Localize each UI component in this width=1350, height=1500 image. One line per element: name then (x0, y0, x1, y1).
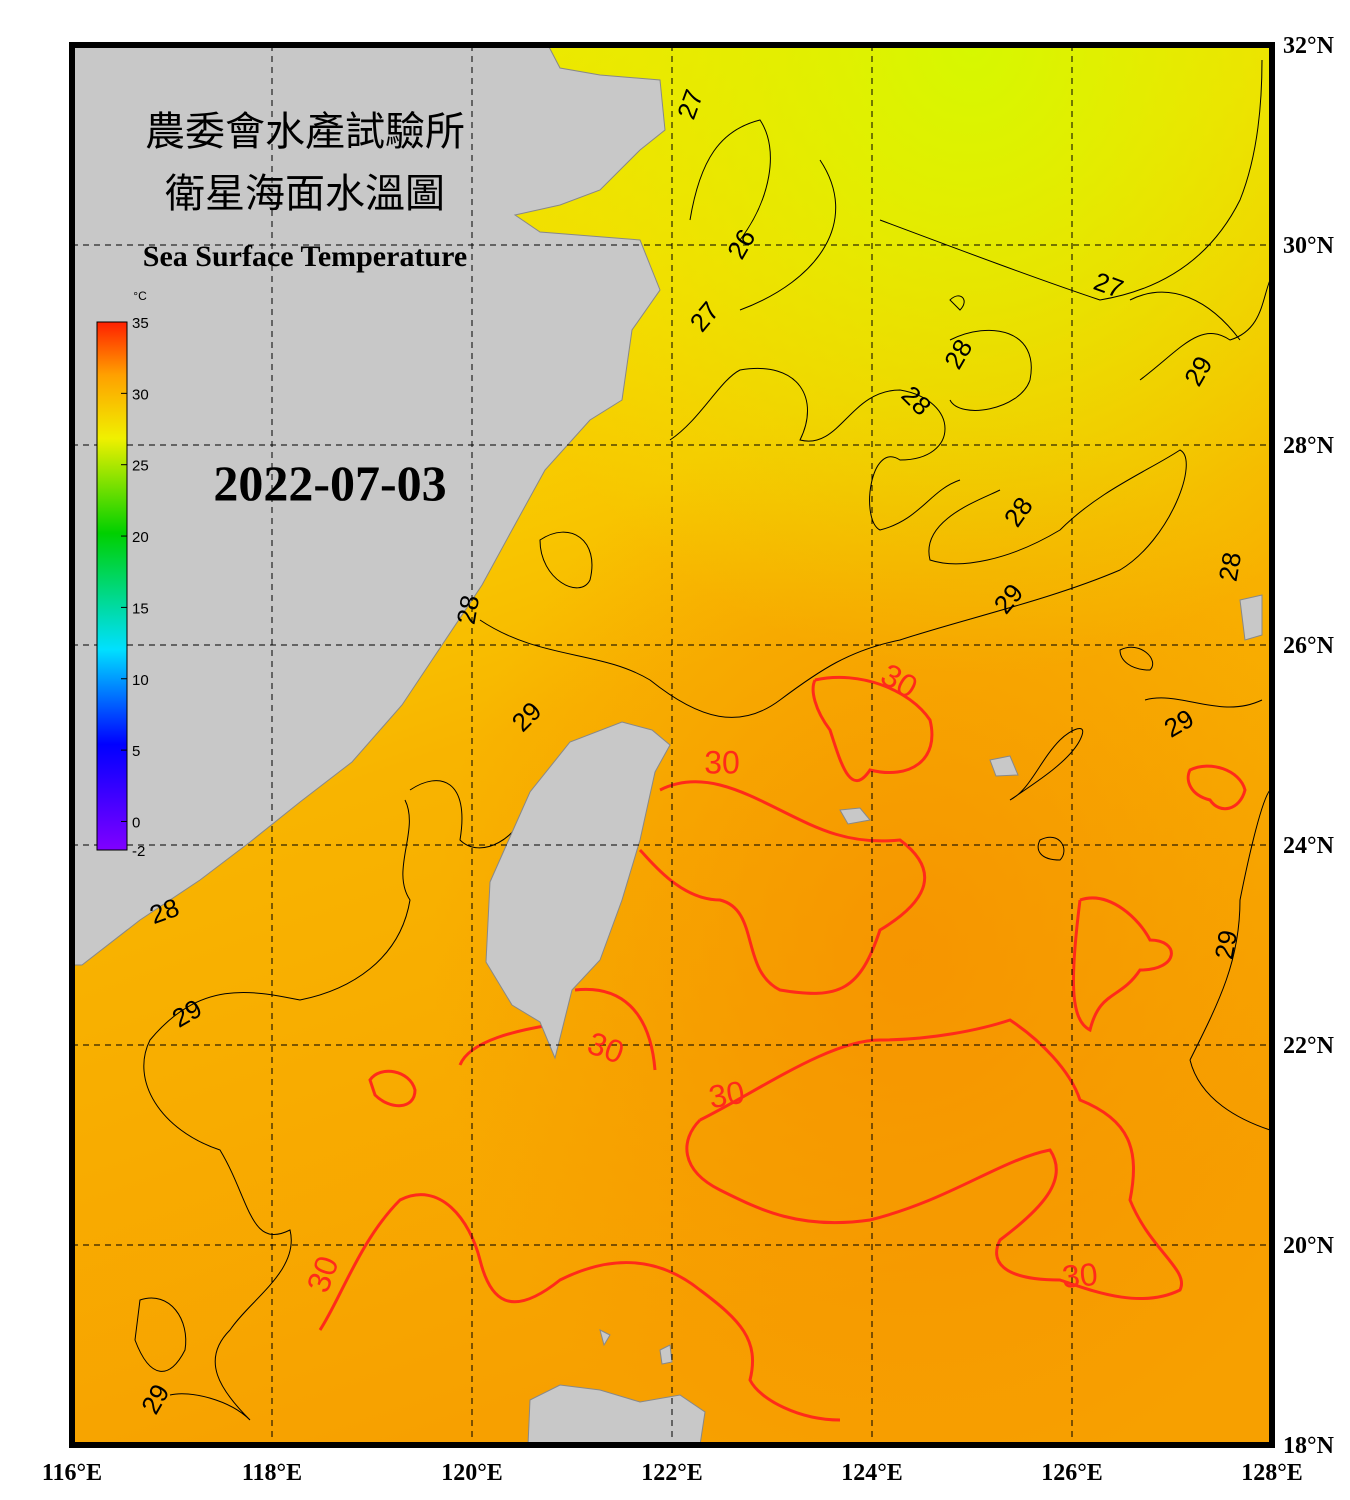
contour-label: 28 (1213, 550, 1248, 584)
contour (739, 59, 1263, 311)
land (72, 45, 1263, 1445)
contour-label: 30 (1060, 1256, 1099, 1295)
contour (134, 1297, 187, 1372)
colorbar-tick-label: 10 (132, 672, 149, 689)
date: 2022-07-03 (213, 455, 446, 511)
map-area: 2726272728282829292829292828292929303030… (72, 45, 1272, 1445)
contour-label: 28 (451, 593, 486, 627)
contour (1189, 789, 1271, 1131)
contour (669, 368, 961, 531)
colorbar-tick-label: 5 (132, 743, 140, 760)
x-tick-label: 118°E (242, 1460, 302, 1486)
contour (458, 987, 657, 1071)
colorbar-tick-label: 0 (132, 814, 140, 831)
contour-label: 29 (1209, 928, 1244, 962)
contour (318, 1193, 841, 1422)
colorbar: °C 35 30 25 20 15 10 5 0 -2 (96, 289, 149, 860)
y-tick-label: 22°N (1283, 1033, 1335, 1059)
contour (1071, 896, 1173, 1033)
grid (72, 45, 1272, 1445)
colorbar-tick-label: 30 (132, 386, 149, 403)
y-tick-label: 20°N (1283, 1233, 1335, 1259)
contour (689, 119, 771, 241)
contour (1186, 764, 1247, 811)
colorbar-tick-label: 35 (132, 315, 149, 332)
contour-label: 30 (704, 744, 740, 780)
x-tick-label: 126°E (1041, 1460, 1103, 1486)
island (599, 594, 1263, 1365)
contour (638, 780, 927, 995)
x-tick-label: 120°E (441, 1460, 503, 1486)
contours-30 (318, 675, 1247, 1422)
title-zh: 農委會水產試驗所 (145, 109, 465, 154)
y-tick-label: 30°N (1283, 233, 1335, 259)
colorbar-tick-label: 20 (132, 529, 149, 546)
title-en: Sea Surface Temperature (143, 240, 467, 273)
contour (479, 449, 1187, 718)
y-tick-label: 28°N (1283, 433, 1335, 459)
contour (368, 1069, 417, 1108)
colorbar-bar (96, 321, 128, 851)
contour (1129, 279, 1271, 381)
colorbar-unit: °C (133, 289, 147, 303)
contour (685, 1018, 1184, 1301)
y-tick-label: 26°N (1283, 633, 1335, 659)
contour-label: 30 (706, 1074, 747, 1116)
axes: 116°E 118°E 120°E 122°E 124°E 126°E 128°E18°N 2… (42, 33, 1335, 1486)
contour (1119, 646, 1263, 708)
contour (539, 295, 1032, 589)
colorbar-tick-label: -2 (132, 843, 145, 860)
mainland-china (72, 45, 666, 966)
luzon (527, 1384, 706, 1445)
taiwan (485, 721, 671, 1060)
contour (1009, 728, 1083, 861)
y-tick-label: 32°N (1283, 33, 1335, 59)
x-tick-label: 124°E (841, 1460, 903, 1486)
map-frame (69, 42, 1275, 1448)
colorbar-tick-label: 15 (132, 600, 149, 617)
x-tick-label: 128°E (1241, 1460, 1303, 1486)
x-tick-label: 116°E (42, 1460, 102, 1486)
x-tick-label: 122°E (641, 1460, 703, 1486)
colorbar-tick-label: 25 (132, 458, 149, 475)
contour (811, 675, 934, 783)
title-zh: 衛星海面水溫圖 (165, 171, 445, 216)
y-tick-label: 24°N (1283, 833, 1335, 859)
y-tick-label: 18°N (1283, 1433, 1335, 1459)
